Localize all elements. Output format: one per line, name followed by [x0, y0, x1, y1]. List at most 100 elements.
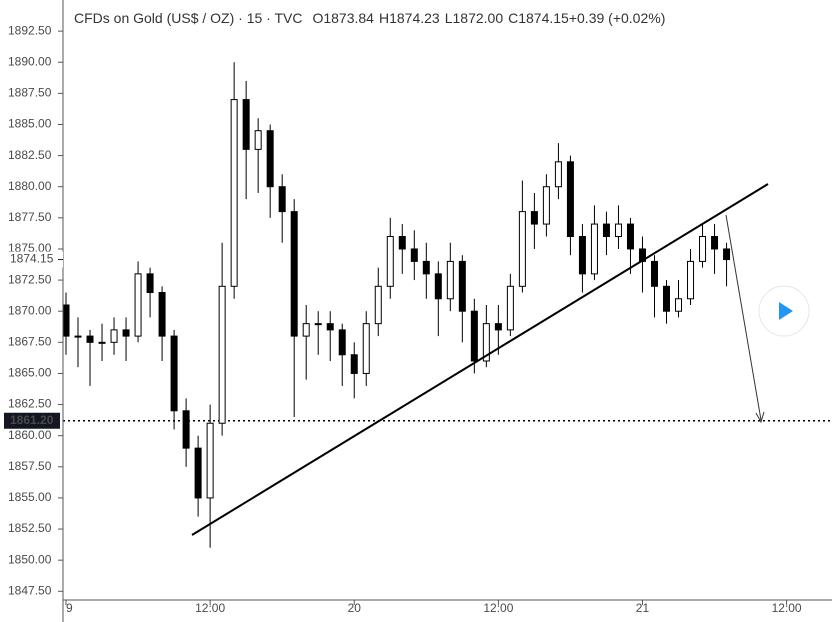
- y-tick-label: 1880.00: [8, 179, 52, 193]
- trend-line: [191, 183, 769, 536]
- y-tick-label: 1860.00: [8, 428, 52, 442]
- candle-body: [446, 260, 454, 300]
- candle-body: [650, 260, 658, 287]
- candle-body: [98, 341, 106, 344]
- candle-body: [374, 285, 382, 325]
- play-icon[interactable]: [779, 302, 793, 320]
- y-tick-label: 1887.50: [8, 86, 52, 100]
- level-label: 1861.20: [10, 413, 54, 427]
- y-tick-label: 1872.50: [8, 272, 52, 286]
- candle-body: [434, 273, 442, 300]
- title: CFDs on Gold (US$ / OZ) · 15 · TVC: [74, 10, 302, 26]
- ohlc-value: +0.39 (+0.02%): [569, 10, 666, 26]
- candle-body: [626, 223, 634, 250]
- arrow-line: [725, 214, 762, 421]
- x-tick-label: 21: [636, 601, 650, 615]
- y-tick-label: 1890.00: [8, 54, 52, 68]
- candle-body: [470, 310, 478, 362]
- candle-body: [254, 130, 262, 150]
- candle-body: [350, 354, 358, 374]
- candle-body: [230, 99, 238, 287]
- y-tick-label: 1857.50: [8, 459, 52, 473]
- ohlc-value: 1874.15: [518, 10, 569, 26]
- candle-body: [86, 335, 94, 343]
- candle-body: [662, 285, 671, 312]
- candle-body: [122, 329, 130, 337]
- candle-body: [314, 323, 322, 326]
- y-tick-label: 1870.00: [8, 303, 52, 317]
- candle-body: [699, 236, 707, 262]
- x-tick-label: 20: [348, 601, 362, 615]
- candle-body: [362, 323, 370, 374]
- candle-body: [422, 260, 430, 275]
- candle-body: [278, 186, 286, 213]
- candle-body: [578, 236, 586, 275]
- plot: [62, 62, 832, 548]
- candle-body: [398, 236, 406, 250]
- candle-body: [602, 223, 610, 238]
- candle-body: [62, 304, 70, 337]
- candle-body: [723, 248, 731, 261]
- y-tick-label: 1877.50: [8, 210, 52, 224]
- candle-body: [386, 236, 394, 287]
- x-tick-label: 9: [66, 601, 73, 615]
- y-tick-label: 1885.00: [8, 117, 52, 131]
- ohlc-key: L: [445, 10, 453, 26]
- candle-body: [218, 285, 226, 424]
- candle-body: [182, 410, 190, 449]
- candle-body: [206, 422, 214, 499]
- level-box: [4, 412, 60, 429]
- candle-body: [194, 447, 202, 499]
- y-tick-label: 1847.50: [8, 583, 52, 597]
- candle-body: [675, 298, 683, 312]
- y-tick-label: 1852.50: [8, 521, 52, 535]
- candle-body: [494, 323, 502, 331]
- x-tick-label: 12:00: [772, 601, 802, 615]
- candle-body: [458, 260, 466, 312]
- candle-body: [711, 236, 719, 250]
- candle-body: [530, 211, 538, 225]
- candle-body: [134, 273, 142, 337]
- candle-body: [614, 223, 622, 238]
- ohlc-value: 1872.00: [453, 10, 504, 26]
- ohlc-key: C: [508, 10, 518, 26]
- candle-body: [566, 161, 574, 238]
- last-price-label: 1874.15: [10, 252, 54, 266]
- ohlc-value: 1874.23: [389, 10, 440, 26]
- candle-body: [326, 323, 334, 331]
- candle-body: [482, 323, 490, 362]
- candle-body: [518, 211, 526, 287]
- arrow-head: [755, 411, 765, 424]
- candle-body: [590, 223, 598, 275]
- y-tick-label: 1865.00: [8, 366, 52, 380]
- y-tick-label: 1855.00: [8, 490, 52, 504]
- y-tick-label: 1892.50: [8, 23, 52, 37]
- candle-body: [554, 161, 562, 188]
- y-tick-label: 1882.50: [8, 148, 52, 162]
- candle-body: [146, 273, 154, 294]
- y-tick-label: 1850.00: [8, 552, 52, 566]
- last-price-box: [0, 251, 63, 268]
- ohlc-value: 1873.84: [323, 10, 374, 26]
- y-tick-label: 1867.50: [8, 334, 52, 348]
- candle-body: [158, 292, 166, 337]
- header: CFDs on Gold (US$ / OZ) · 15 · TVC O1873.…: [74, 10, 665, 26]
- candle-body: [266, 130, 274, 188]
- candle-body: [74, 335, 82, 338]
- candle-body: [506, 285, 514, 331]
- candle-body: [338, 329, 346, 356]
- candle-body: [170, 335, 178, 412]
- ohlc-key: H: [379, 10, 389, 26]
- candle-body: [302, 323, 310, 337]
- candle-body: [110, 329, 118, 343]
- ohlc-key: O: [312, 10, 323, 26]
- candle-body: [687, 260, 695, 300]
- x-tick-label: 12:00: [195, 601, 225, 615]
- candle-body: [542, 186, 550, 225]
- candle-body: [242, 99, 250, 150]
- y-tick-label: 1862.50: [8, 397, 52, 411]
- x-tick-label: 12:00: [483, 601, 513, 615]
- candle-body: [410, 248, 418, 262]
